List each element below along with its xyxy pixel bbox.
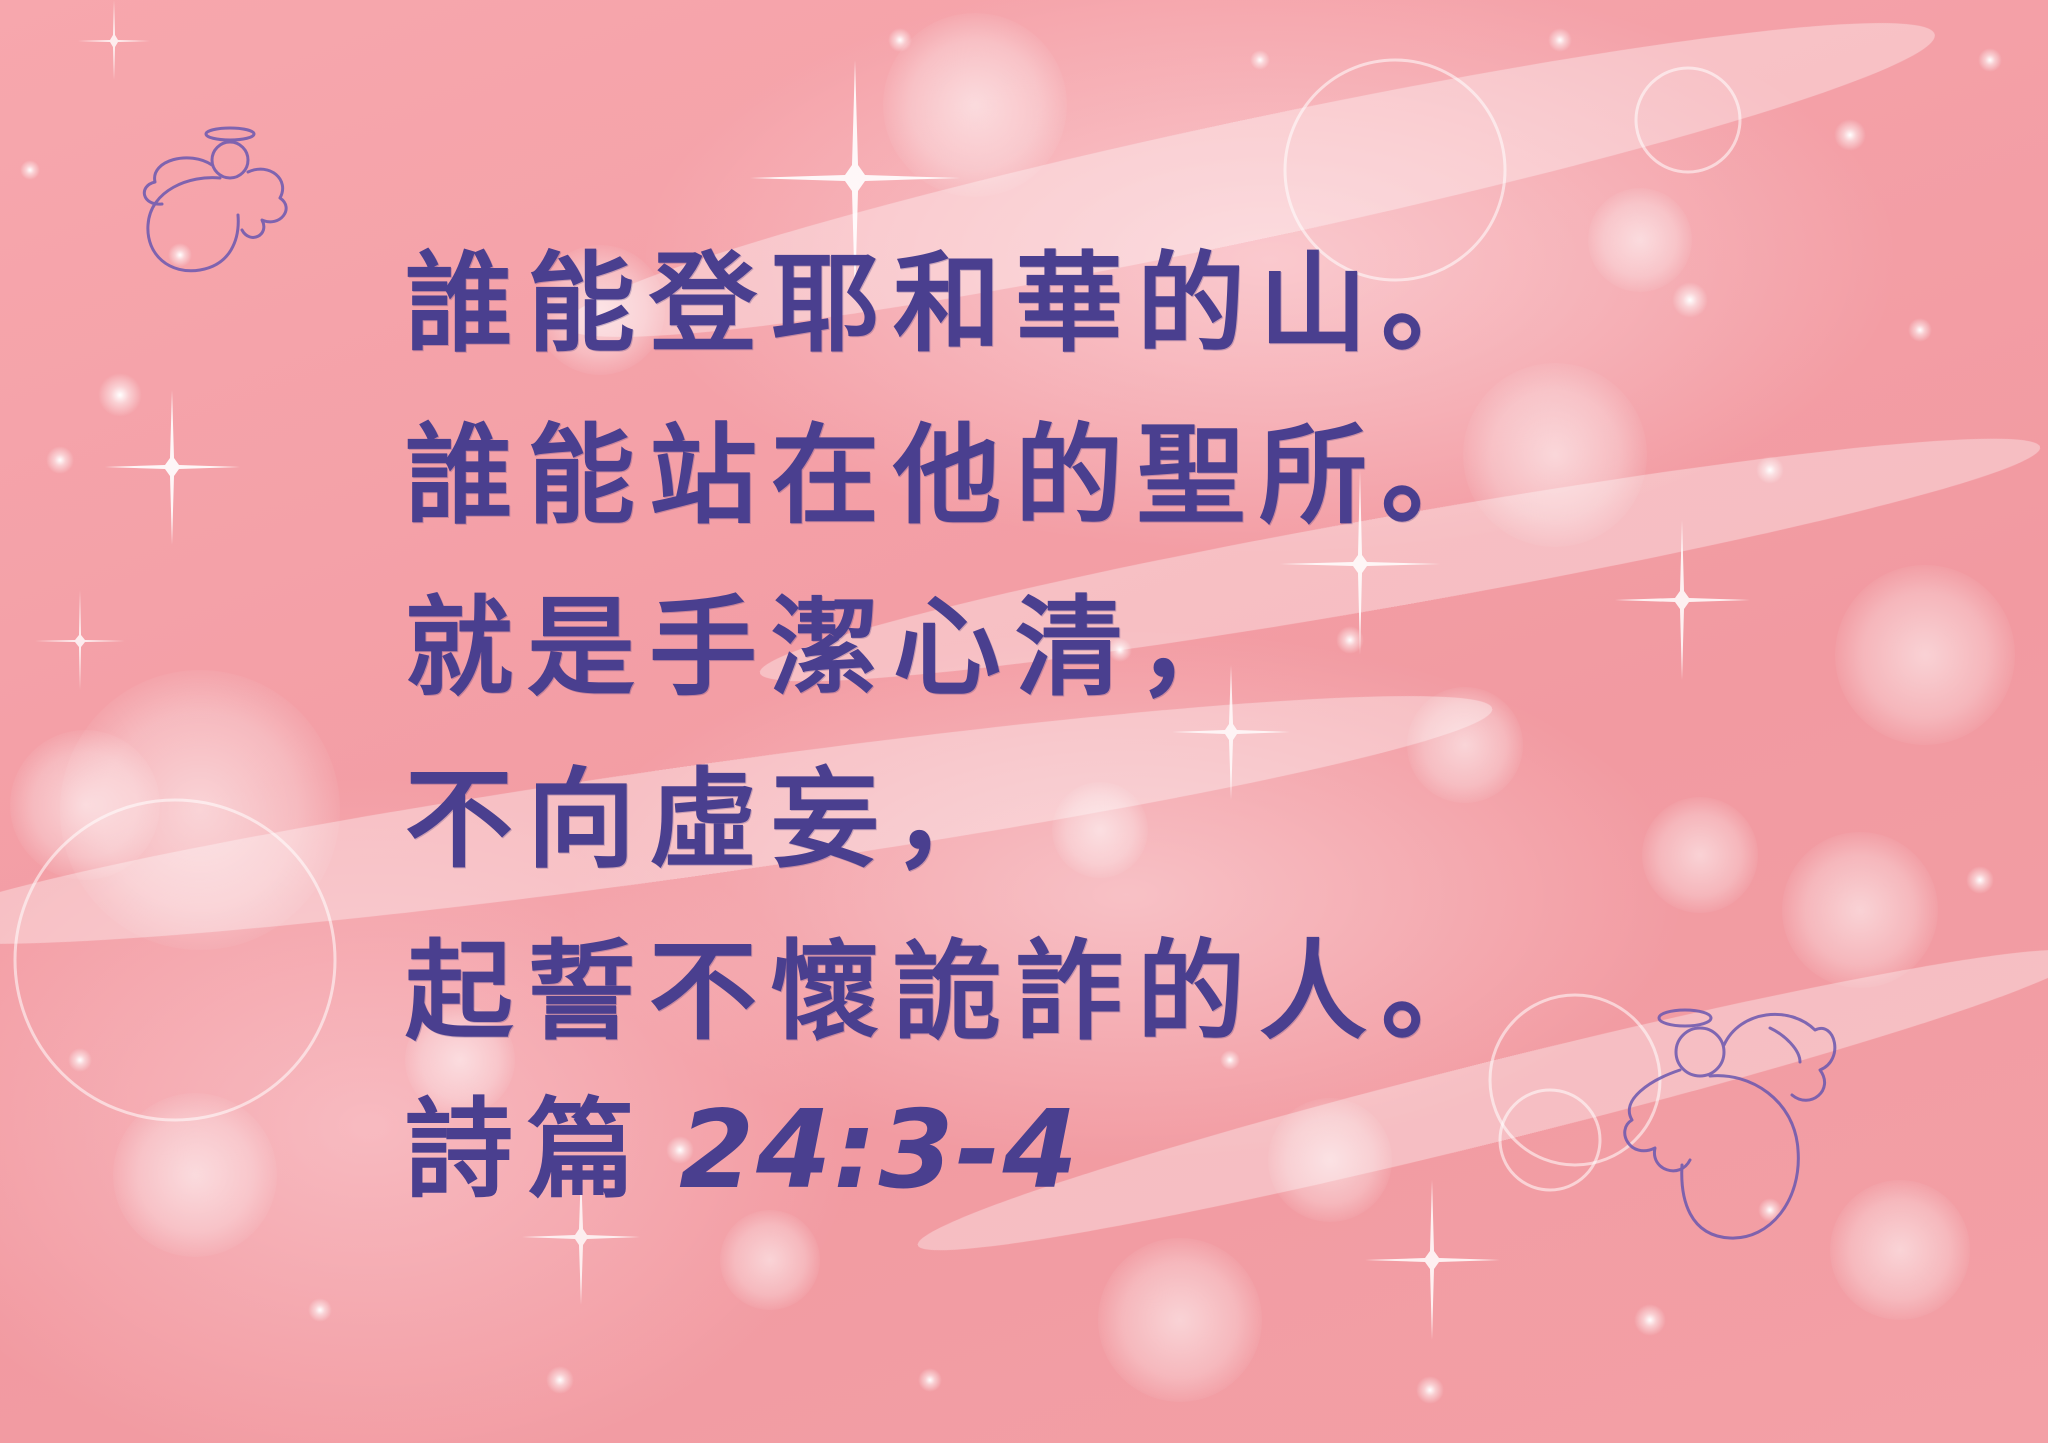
verse-line: 不向虛妄， [405, 757, 1016, 883]
scripture-reference: 詩篇 24:3-4 [405, 1080, 1080, 1221]
book-name: 詩篇 [405, 1087, 650, 1213]
verse-line: 就是手潔心清， [405, 585, 1260, 711]
verse-line: 誰能登耶和華的山。 [405, 241, 1504, 367]
angel-icon [142, 126, 288, 273]
chapter-verse: 24:3-4 [679, 1088, 1080, 1213]
verse-text: 誰能登耶和華的山。 誰能站在他的聖所。 就是手潔心清， 不向虛妄， 起誓不懷詭詐… [405, 218, 1585, 1078]
verse-line: 起誓不懷詭詐的人。 [405, 929, 1504, 1055]
angel-icon [1623, 1008, 1837, 1240]
verse-line: 誰能站在他的聖所。 [405, 413, 1504, 539]
